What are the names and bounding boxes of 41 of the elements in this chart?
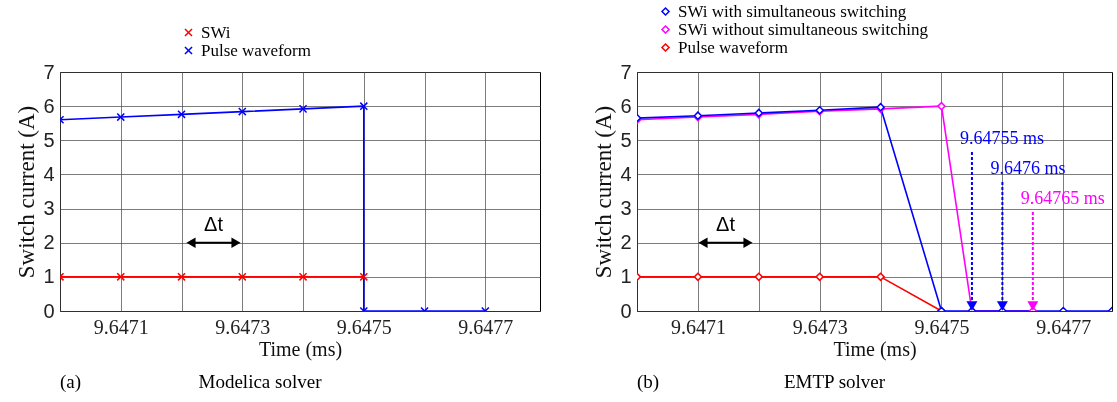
y-tick-label: 5: [620, 128, 632, 151]
text: EMTP solver: [783, 371, 886, 392]
annotation: 9.6476 ms: [990, 158, 1066, 178]
y-tick-label: 7: [620, 60, 632, 83]
x-tick-label: 9.6473: [215, 315, 271, 338]
x-tick-label: 9.6471: [93, 315, 149, 338]
x-tick-label: 9.6473: [792, 315, 848, 338]
x-axis-title: Time (ms): [833, 337, 917, 361]
y-tick-label: 7: [43, 60, 55, 83]
y-tick-label: 6: [620, 94, 632, 117]
y-tick-label: 3: [620, 197, 632, 220]
y-tick-label: 0: [43, 299, 55, 322]
y-tick-label: 4: [620, 162, 632, 185]
y-tick-label: 2: [43, 231, 55, 254]
y-tick-label: 1: [43, 265, 55, 288]
text: Modelica solver: [198, 371, 323, 392]
y-tick-label: 3: [43, 197, 55, 220]
annotation: 9.64755 ms: [959, 128, 1044, 148]
text: (a): [60, 371, 82, 393]
text: (b): [637, 371, 660, 393]
x-tick-label: 9.6475: [336, 315, 392, 338]
legend-label: SWi: [201, 22, 231, 42]
y-axis-title: Switch current (A): [14, 105, 40, 279]
y-tick-label: 1: [620, 265, 632, 288]
x-tick-label: 9.6471: [670, 315, 726, 338]
y-tick-label: 0: [620, 299, 632, 322]
x-axis-title: Time (ms): [258, 337, 343, 361]
annotation: Δt: [204, 212, 224, 235]
y-tick-label: 2: [620, 231, 632, 254]
x-tick-label: 9.6475: [914, 315, 970, 338]
y-axis-title: Switch current (A): [591, 105, 617, 279]
y-tick-label: 5: [43, 128, 55, 151]
legend-label: Pulse waveform: [201, 40, 312, 60]
y-tick-label: 4: [43, 162, 55, 185]
annotation: 9.64765 ms: [1020, 188, 1105, 208]
x-tick-label: 9.6477: [458, 315, 514, 338]
x-tick-label: 9.6477: [1036, 315, 1092, 338]
y-tick-label: 6: [43, 94, 55, 117]
legend-label: SWi with simultaneous switching: [678, 1, 907, 21]
legend-label: Pulse waveform: [678, 37, 789, 57]
annotation: Δt: [716, 212, 736, 235]
